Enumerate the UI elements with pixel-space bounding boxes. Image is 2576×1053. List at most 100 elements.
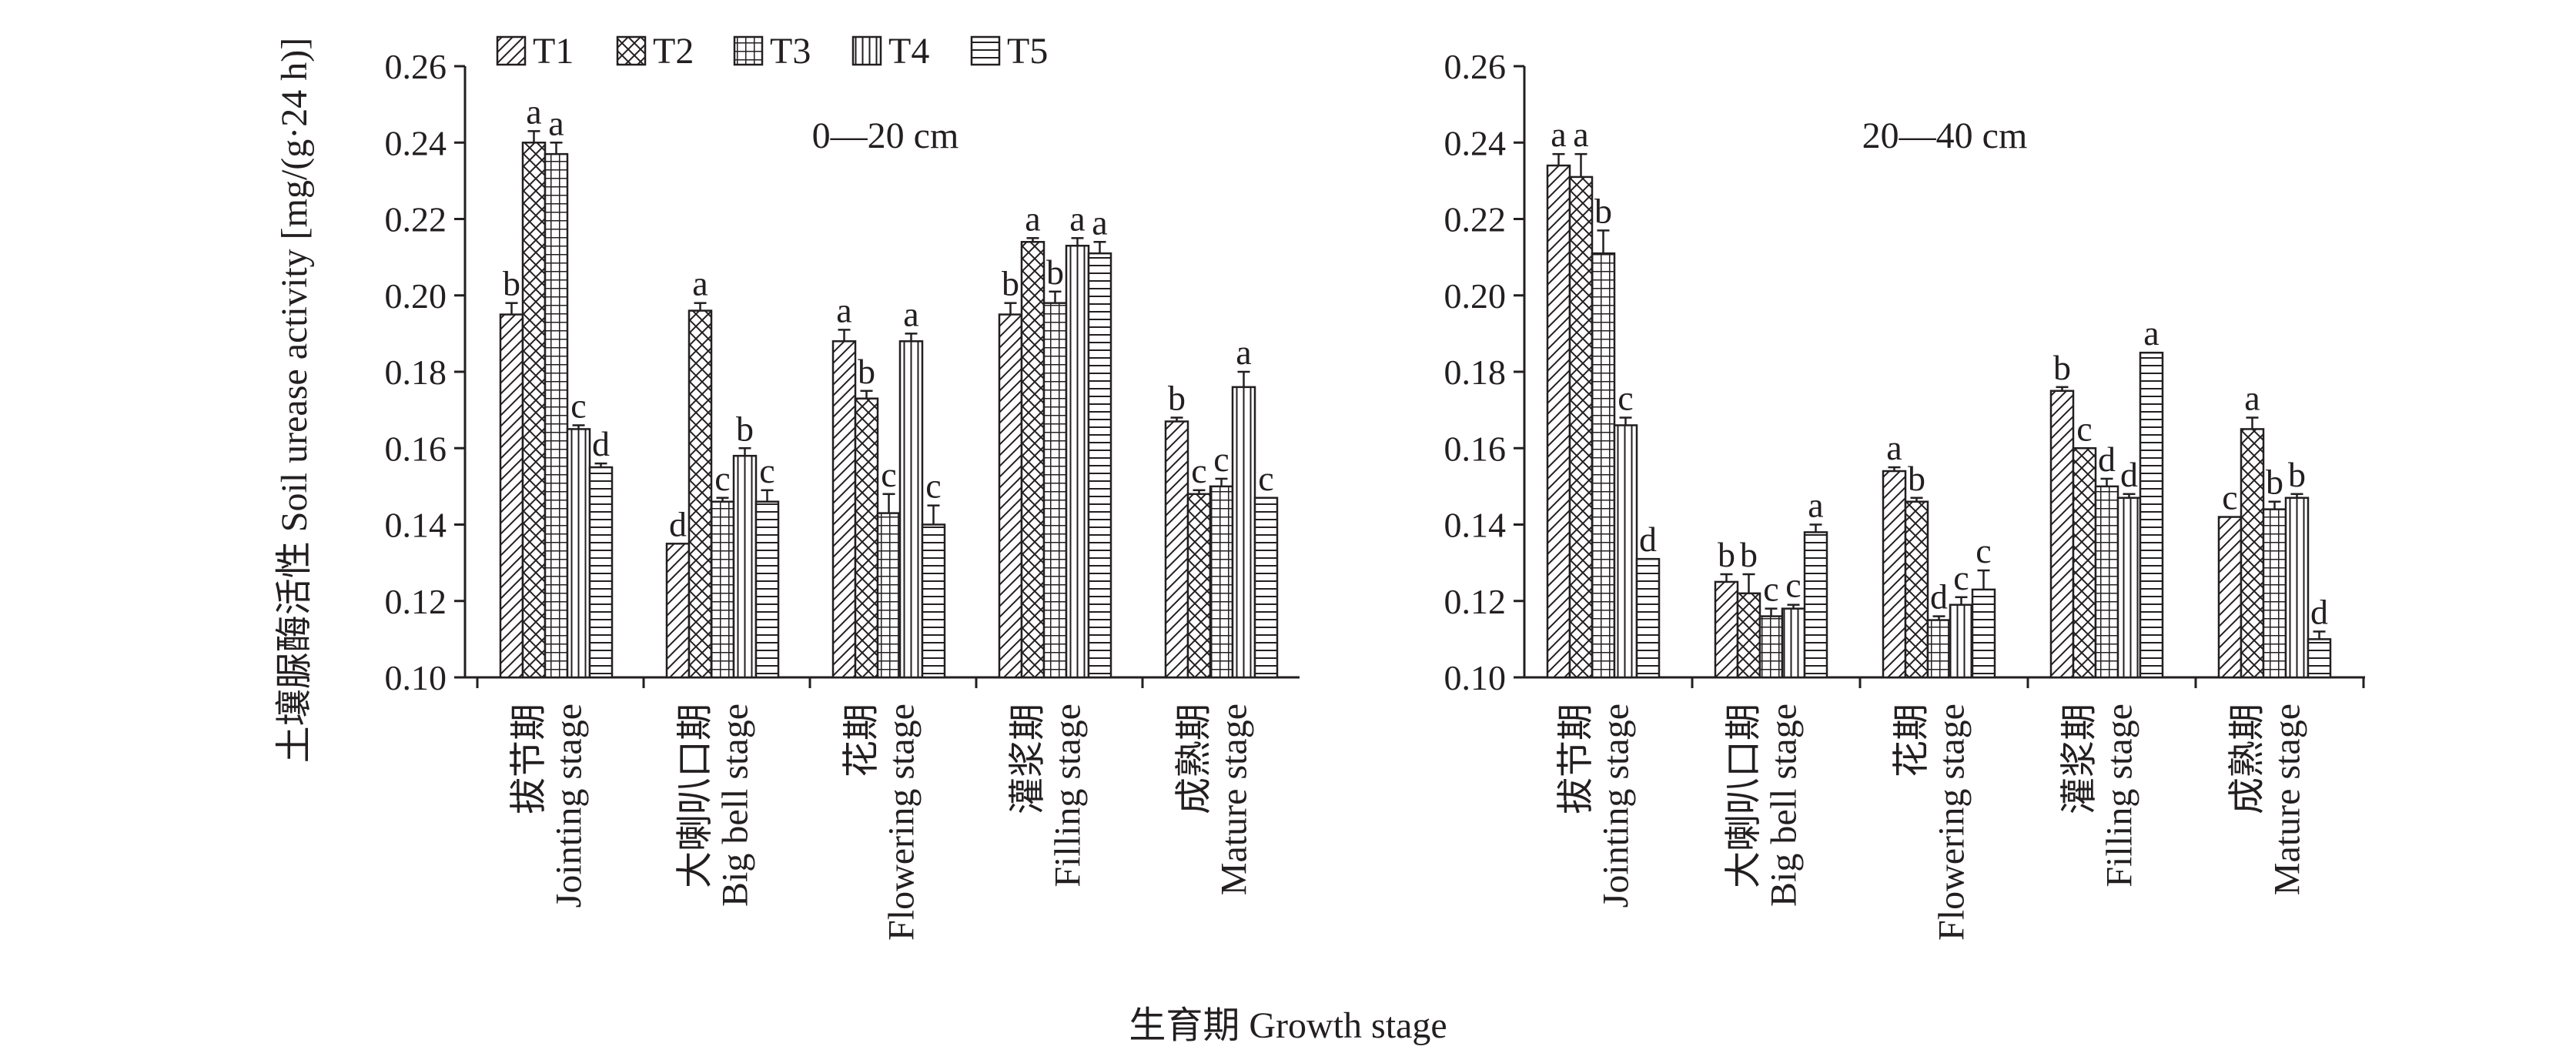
bar-t2 — [854, 397, 879, 679]
bar-t4 — [1065, 244, 1090, 679]
significance-letter: a — [692, 264, 708, 303]
significance-letter: d — [592, 424, 610, 463]
bar-t3 — [1042, 302, 1068, 679]
legend-swatch — [851, 35, 882, 66]
bar-t4 — [1781, 607, 1806, 679]
bar-t1 — [1546, 164, 1571, 679]
significance-letter: a — [903, 294, 918, 333]
category-label-en: Big bell stage — [715, 704, 756, 907]
significance-letter: a — [2244, 379, 2260, 418]
category-label-zh: 灌浆期 — [1008, 704, 1049, 814]
category-label-zh: 大喇叭口期 — [1724, 704, 1765, 888]
bar-t5 — [754, 500, 780, 679]
significance-letter: d — [2098, 440, 2116, 479]
significance-letter: a — [1551, 115, 1566, 154]
bar-group-2: ab c a c — [831, 290, 946, 679]
panel-title: 20—40 cm — [1862, 115, 2028, 156]
bar-group-2: ab d cc — [1882, 428, 1996, 679]
significance-letter: c — [2222, 478, 2237, 517]
y-tick-label: 0.22 — [385, 200, 447, 239]
significance-letter: a — [836, 290, 851, 329]
y-tick-label: 0.22 — [1444, 200, 1507, 239]
significance-letter: c — [925, 466, 941, 506]
y-tick-label: 0.12 — [385, 582, 447, 621]
significance-letter: c — [1763, 570, 1778, 609]
y-tick-label: 0.14 — [1444, 506, 1507, 545]
legend-label: T5 — [1007, 31, 1048, 72]
bar-t5 — [2139, 351, 2164, 679]
significance-letter: a — [526, 92, 541, 131]
bar-t2 — [1186, 493, 1212, 679]
y-tick-label: 0.18 — [385, 353, 447, 392]
bar-t3 — [876, 512, 902, 679]
bar-t3 — [1758, 615, 1784, 679]
significance-letter: b — [1718, 535, 1735, 574]
significance-letter: b — [1046, 252, 1064, 292]
significance-letter: c — [881, 455, 896, 494]
significance-letter: d — [1930, 577, 1948, 617]
category-label-en: Filling stage — [1048, 704, 1089, 888]
category-label-en: Mature stage — [2267, 704, 2308, 895]
legend-swatch — [496, 35, 527, 66]
category-label-zh: 拔节期 — [1556, 704, 1597, 814]
bar-t1 — [2217, 516, 2243, 679]
legend-label: T3 — [770, 31, 811, 72]
significance-letter: c — [1258, 459, 1273, 498]
legend: T1 T2 T3 T4 T5 — [496, 31, 1048, 72]
significance-letter: b — [858, 352, 875, 391]
significance-letter: b — [1594, 191, 1612, 230]
bar-t4 — [2116, 496, 2142, 679]
y-tick-label: 0.10 — [385, 658, 447, 697]
bar-t5 — [588, 466, 614, 679]
significance-letter: c — [714, 459, 730, 498]
x-axis-title: 生育期 Growth stage — [1129, 1005, 1447, 1046]
bar-t5 — [921, 523, 946, 679]
significance-letter: c — [1213, 440, 1229, 479]
significance-letter: c — [1785, 566, 1801, 605]
bar-t1 — [665, 543, 691, 679]
significance-letter: b — [1168, 379, 1186, 418]
significance-letter: c — [1618, 379, 1633, 418]
bar-t1 — [2049, 389, 2075, 679]
legend-label: T4 — [888, 31, 929, 72]
legend-item-t4: T4 — [851, 31, 929, 72]
category-label-en: Flowering stage — [882, 704, 922, 941]
category-label-zh: 成熟期 — [1174, 704, 1215, 814]
legend-item-t3: T3 — [733, 31, 811, 72]
category-label-3: 灌浆期 Filling stage — [1008, 704, 1089, 888]
category-label-1: 大喇叭口期 Big bell stage — [675, 704, 756, 907]
significance-letter: d — [669, 504, 687, 543]
bar-t2 — [1568, 176, 1594, 679]
category-label-en: Jointing stage — [549, 704, 590, 908]
legend-swatch — [616, 35, 647, 66]
bar-t2 — [1736, 592, 1761, 679]
category-label-zh: 拔节期 — [509, 704, 550, 814]
y-tick-label: 0.20 — [385, 276, 447, 316]
category-label-zh: 灌浆期 — [2059, 704, 2100, 814]
bar-t4 — [898, 340, 924, 679]
y-tick-label: 0.26 — [385, 47, 447, 86]
significance-letter: a — [1573, 115, 1588, 154]
bar-t1 — [499, 313, 524, 679]
bar-t3 — [1926, 619, 1952, 679]
y-tick-label: 0.24 — [385, 123, 447, 162]
category-label-1: 大喇叭口期 Big bell stage — [1724, 704, 1805, 907]
bar-t3 — [2094, 485, 2119, 679]
bar-t5 — [1253, 496, 1279, 679]
bar-t3 — [1209, 485, 1234, 679]
y-tick-label: 0.16 — [385, 429, 447, 468]
bar-t3 — [2262, 508, 2287, 679]
bar-t1 — [1164, 420, 1189, 679]
y-tick-label: 0.10 — [1444, 658, 1507, 697]
significance-letter: b — [1908, 459, 1925, 498]
bar-t2 — [2240, 428, 2265, 679]
bar-t2 — [2072, 447, 2097, 679]
bar-t3 — [544, 152, 569, 679]
category-label-4: 成熟期 Mature stage — [2227, 704, 2308, 895]
significance-letter: c — [1953, 558, 1969, 597]
y-tick-label: 0.24 — [1444, 123, 1507, 162]
bar-group-1: d a cbc — [665, 264, 780, 679]
legend-item-t1: T1 — [496, 31, 574, 72]
